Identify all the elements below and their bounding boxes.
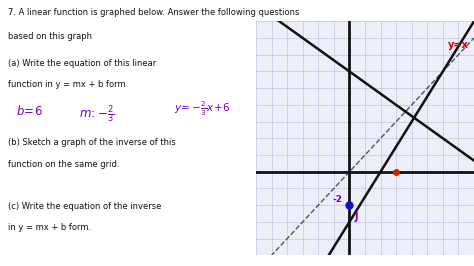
Text: (c) Write the equation of the inverse: (c) Write the equation of the inverse (8, 202, 161, 211)
Text: $m\!:\!-\!\frac{2}{3}$: $m\!:\!-\!\frac{2}{3}$ (79, 104, 115, 126)
Text: -2: -2 (332, 195, 342, 204)
Text: 7. A linear function is graphed below. Answer the following questions: 7. A linear function is graphed below. A… (8, 8, 299, 17)
Text: (b) Sketch a graph of the inverse of this: (b) Sketch a graph of the inverse of thi… (8, 138, 176, 147)
Text: (a) Write the equation of this linear: (a) Write the equation of this linear (8, 59, 156, 68)
Text: $b\!=\!6$: $b\!=\!6$ (16, 104, 43, 118)
Text: based on this graph: based on this graph (8, 32, 92, 41)
Text: function on the same grid.: function on the same grid. (8, 160, 119, 169)
Text: J: J (354, 212, 357, 222)
Text: y=x: y=x (448, 40, 469, 50)
Text: function in y = mx + b form: function in y = mx + b form (8, 80, 126, 89)
Text: in y = mx + b form.: in y = mx + b form. (8, 223, 91, 232)
